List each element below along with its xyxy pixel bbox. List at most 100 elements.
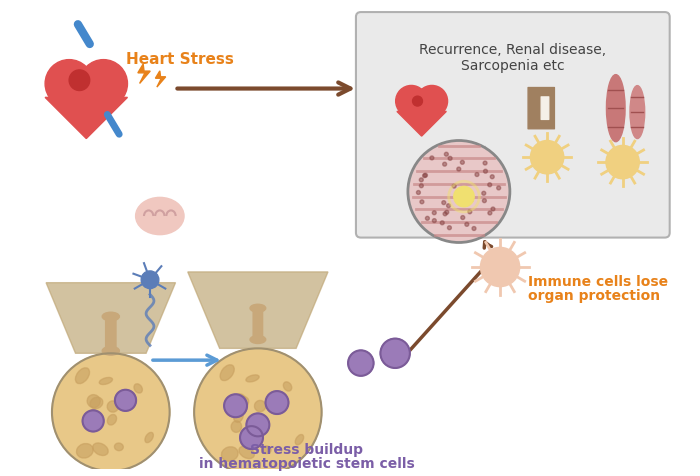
Ellipse shape — [136, 198, 184, 235]
Circle shape — [423, 174, 426, 178]
Ellipse shape — [85, 420, 96, 431]
Circle shape — [448, 157, 452, 160]
Circle shape — [141, 271, 159, 288]
Circle shape — [246, 413, 270, 436]
Ellipse shape — [107, 401, 118, 412]
Ellipse shape — [145, 432, 153, 443]
Circle shape — [83, 410, 104, 432]
Circle shape — [452, 184, 456, 188]
Circle shape — [468, 210, 472, 214]
Circle shape — [444, 152, 448, 156]
Polygon shape — [138, 64, 150, 83]
Circle shape — [395, 86, 427, 117]
Text: Heart Stress: Heart Stress — [125, 51, 233, 67]
Ellipse shape — [88, 409, 97, 422]
Circle shape — [380, 338, 410, 368]
FancyArrowPatch shape — [153, 355, 217, 365]
Circle shape — [440, 221, 444, 225]
Ellipse shape — [90, 397, 103, 409]
FancyBboxPatch shape — [528, 88, 554, 129]
Polygon shape — [188, 272, 328, 348]
Circle shape — [472, 227, 476, 230]
Circle shape — [412, 96, 422, 106]
Ellipse shape — [236, 397, 248, 408]
Ellipse shape — [76, 444, 93, 458]
Text: organ protection: organ protection — [528, 289, 659, 303]
Ellipse shape — [233, 394, 246, 407]
Circle shape — [480, 248, 519, 287]
Circle shape — [240, 426, 263, 449]
Circle shape — [194, 348, 321, 476]
Circle shape — [419, 184, 424, 188]
Circle shape — [466, 190, 470, 195]
Ellipse shape — [87, 395, 100, 407]
Circle shape — [457, 167, 461, 171]
Circle shape — [443, 212, 447, 216]
Ellipse shape — [262, 446, 271, 454]
Circle shape — [433, 218, 436, 223]
Text: Immune cells lose: Immune cells lose — [528, 275, 668, 289]
Circle shape — [497, 186, 500, 190]
Ellipse shape — [102, 347, 120, 355]
Circle shape — [447, 226, 452, 230]
FancyArrowPatch shape — [177, 82, 351, 95]
FancyBboxPatch shape — [106, 317, 116, 351]
Ellipse shape — [107, 415, 117, 425]
Circle shape — [469, 198, 473, 202]
Circle shape — [433, 211, 436, 215]
Circle shape — [442, 201, 446, 205]
Text: in hematopoietic stem cells: in hematopoietic stem cells — [199, 457, 415, 471]
Ellipse shape — [221, 447, 238, 461]
Circle shape — [348, 350, 374, 376]
Ellipse shape — [76, 368, 90, 384]
FancyBboxPatch shape — [253, 308, 262, 339]
Circle shape — [79, 60, 127, 108]
Ellipse shape — [231, 421, 241, 432]
Circle shape — [447, 204, 451, 208]
Circle shape — [483, 161, 487, 165]
Circle shape — [488, 211, 492, 215]
Circle shape — [606, 145, 639, 179]
Circle shape — [454, 187, 474, 207]
Ellipse shape — [102, 312, 120, 321]
Circle shape — [416, 190, 421, 195]
Ellipse shape — [234, 409, 243, 422]
Circle shape — [424, 173, 428, 177]
Circle shape — [430, 156, 434, 160]
Circle shape — [69, 70, 90, 90]
Polygon shape — [155, 71, 166, 87]
Circle shape — [224, 394, 247, 417]
Ellipse shape — [239, 446, 254, 458]
FancyBboxPatch shape — [356, 12, 670, 238]
Circle shape — [461, 160, 464, 164]
Circle shape — [531, 140, 564, 174]
Ellipse shape — [284, 382, 292, 391]
Circle shape — [420, 200, 424, 204]
Polygon shape — [46, 283, 176, 353]
Ellipse shape — [630, 86, 645, 139]
Circle shape — [484, 169, 487, 173]
FancyArrowPatch shape — [107, 114, 119, 134]
Ellipse shape — [114, 443, 123, 451]
Circle shape — [408, 140, 510, 242]
Text: Recurrence, Renal disease,: Recurrence, Renal disease, — [419, 43, 606, 58]
Ellipse shape — [92, 443, 108, 456]
Circle shape — [115, 390, 136, 411]
Circle shape — [419, 178, 424, 182]
Ellipse shape — [99, 377, 113, 385]
Circle shape — [482, 198, 486, 203]
Ellipse shape — [134, 384, 142, 393]
Circle shape — [465, 222, 469, 226]
Ellipse shape — [250, 336, 266, 344]
Ellipse shape — [295, 435, 304, 445]
Circle shape — [461, 216, 465, 219]
Circle shape — [475, 173, 479, 177]
Circle shape — [45, 60, 93, 108]
Ellipse shape — [254, 400, 266, 412]
Ellipse shape — [220, 365, 235, 381]
Ellipse shape — [255, 415, 264, 426]
Ellipse shape — [246, 375, 259, 382]
FancyArrowPatch shape — [78, 24, 90, 44]
Circle shape — [265, 391, 288, 414]
Polygon shape — [45, 98, 127, 139]
